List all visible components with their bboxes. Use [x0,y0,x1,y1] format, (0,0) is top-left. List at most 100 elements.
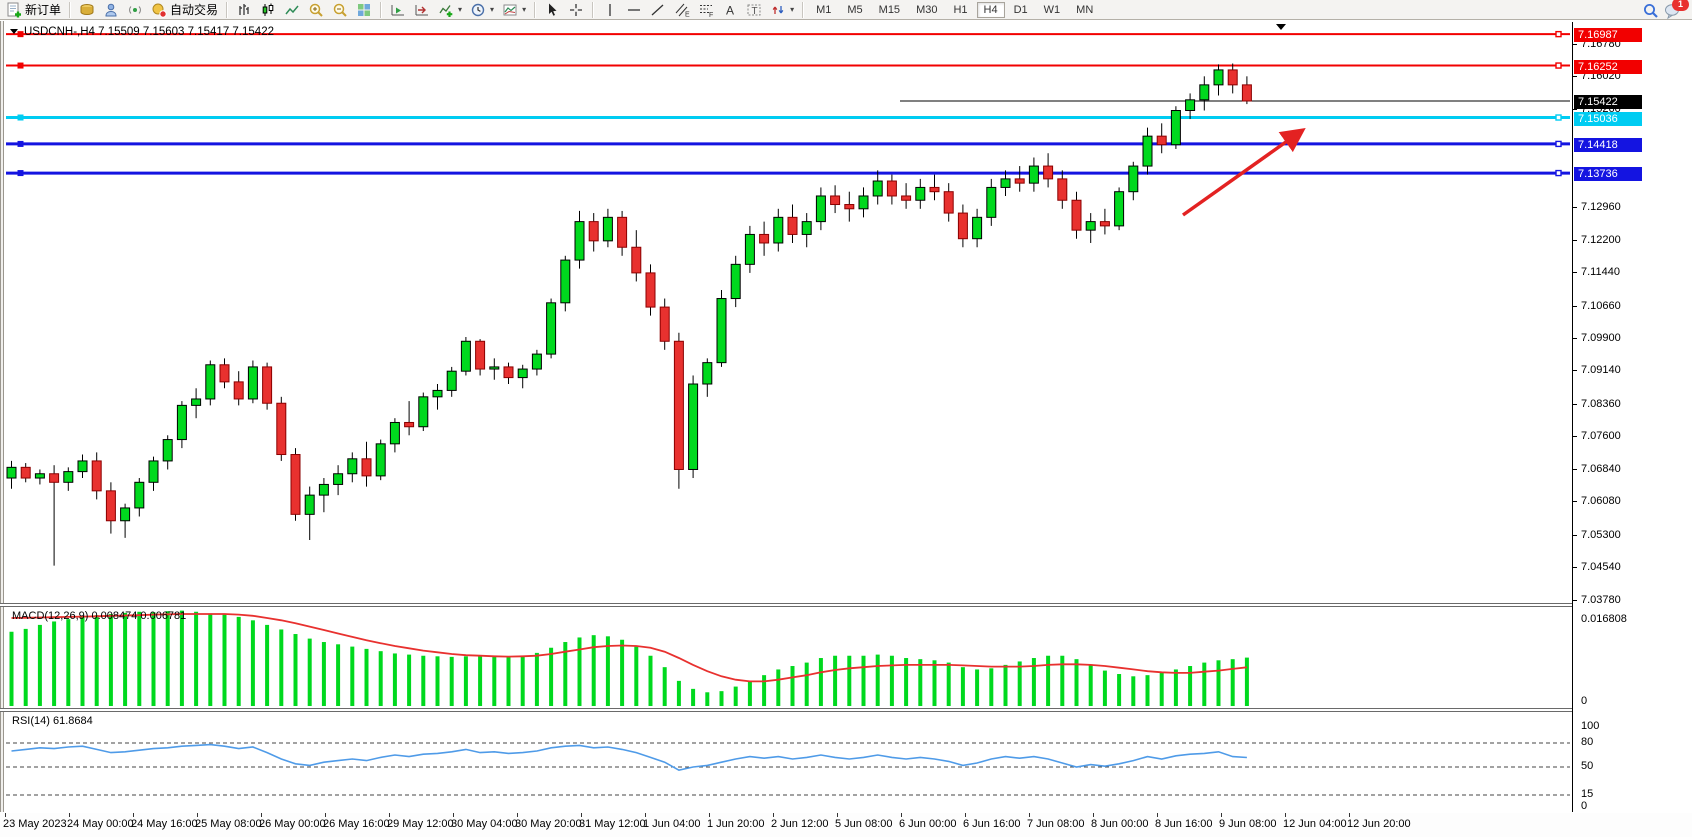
svg-text:F: F [709,12,713,18]
timeframe-M30[interactable]: M30 [916,3,938,16]
trendline-tool-button[interactable] [646,0,670,20]
line-chart-button[interactable] [280,0,304,20]
chart-shift-button[interactable] [410,0,434,20]
symbol-ohlc-label: USDCNH-,H4 7.15509 7.15603 7.15417 7.154… [24,26,274,38]
cursor-tool-button[interactable] [540,0,564,20]
candle-up [333,473,344,485]
horizontal-line-tool-button[interactable] [622,0,646,20]
hline-handle-right[interactable] [1555,62,1562,69]
candle-down [617,216,628,248]
add-indicator-button[interactable]: ▾ [434,0,466,20]
time-tick-mark [1157,813,1158,817]
macd-histogram-bar [137,611,142,706]
macd-histogram-bar [875,654,880,706]
panel-separator[interactable] [0,708,1692,712]
candle-down [844,204,855,210]
macd-histogram-bar [478,655,483,706]
svg-text:E: E [685,11,690,18]
macd-histogram-bar [1003,664,1008,706]
zoom-in-icon [308,2,324,18]
timeframe-H1[interactable]: H1 [953,3,968,16]
macd-histogram-bar [392,653,397,706]
timeframe-W1[interactable]: W1 [1043,3,1061,16]
notifications-icon[interactable]: 1 [1664,0,1689,19]
hline-handle-right[interactable] [1555,140,1562,148]
crosshair-tool-button[interactable] [564,0,588,20]
hline-handle-right[interactable] [1555,114,1562,121]
price-tag-7.16252: 7.16252 [1574,59,1642,74]
zoom-in-button[interactable] [304,0,328,20]
price-tag-7.14418: 7.14418 [1574,137,1642,152]
hline-handle-left[interactable] [17,114,24,121]
candle-up [347,458,358,475]
price-tick-mark [1573,43,1577,45]
vertical-line-tool-button[interactable] [598,0,622,20]
zoom-out-button[interactable] [328,0,352,20]
hline-handle-right[interactable] [1555,169,1562,177]
macd-histogram-bar [648,655,653,706]
data-window-button[interactable] [99,0,123,20]
price-tick-mark [1573,370,1577,372]
navigator-button[interactable] [123,0,147,20]
candle-down [20,466,31,479]
main-price-panel[interactable]: USDCNH-,H4 7.15509 7.15603 7.15417 7.154… [4,22,1572,603]
time-tick-label: 30 May 20:00 [515,818,582,830]
candlestick-chart-button[interactable] [256,0,280,20]
bar-chart-button[interactable] [232,0,256,20]
hline-handle-right[interactable] [1555,30,1562,38]
toolbar-separator [226,1,229,18]
arrows-tool-button[interactable]: ▾ [766,0,798,20]
panel-separator[interactable] [0,603,1692,607]
macd-histogram-bar [790,666,795,706]
trend-arrow-annotation[interactable] [1181,127,1306,217]
macd-histogram-bar [421,655,426,706]
one-click-trading-collapse-icon[interactable] [10,29,18,34]
search-icon[interactable] [1642,2,1658,18]
auto-scroll-button[interactable] [386,0,410,20]
time-tick-mark [1349,813,1350,817]
macd-panel[interactable]: MACD(12,26,9) 0.008474 0.006781 [4,607,1572,708]
dropdown-caret: ▾ [790,5,795,14]
dropdown-caret: ▾ [458,5,463,14]
time-tick-label: 6 Jun 16:00 [963,818,1021,830]
price-tick-label: 7.05300 [1581,528,1621,541]
macd-histogram-bar [108,614,113,706]
price-tick-mark [1573,108,1577,110]
periods-button[interactable]: ▾ [466,0,498,20]
candle-down [759,233,770,244]
tile-windows-button[interactable] [352,0,376,20]
hline-handle-left[interactable] [17,170,24,177]
candle-down [1014,178,1025,184]
toolbar-separator [380,1,383,18]
template-button[interactable]: ▾ [498,0,530,20]
rsi-panel[interactable]: RSI(14) 61.8684 [4,712,1572,812]
macd-histogram-bar [762,675,767,706]
macd-histogram-bar [549,647,554,706]
macd-histogram-bar [975,669,980,706]
chart-shift-marker[interactable] [1276,24,1286,30]
candle-down [1241,84,1252,102]
hline-handle-left[interactable] [17,62,24,69]
text-tool-button[interactable]: A [718,0,742,20]
toolbar-separator [592,1,595,18]
fibonacci-tool-button[interactable]: F [694,0,718,20]
channel-tool-button[interactable]: E [670,0,694,20]
time-tick-mark [837,813,838,817]
timeframe-H4[interactable]: H4 [976,1,1005,18]
timeframe-MN[interactable]: MN [1076,3,1094,16]
autotrading-button[interactable]: 自动交易 [147,0,222,20]
timeframe-M1[interactable]: M1 [816,3,832,16]
timeframe-M15[interactable]: M15 [878,3,901,16]
price-tick-mark [1573,272,1577,274]
new-order-button[interactable]: 新订单 [2,0,65,20]
hline-handle-left[interactable] [17,31,24,38]
hline-handle-left[interactable] [17,140,24,147]
candle-up [1199,84,1210,101]
market-watch-button[interactable] [75,0,99,20]
timeframe-M5[interactable]: M5 [847,3,863,16]
price-tick-label: 7.03780 [1581,593,1621,606]
timeframe-D1[interactable]: D1 [1013,3,1028,16]
label-tool-button[interactable]: T [742,0,766,20]
chart-shift-icon [414,2,430,18]
macd-histogram-bar [960,667,965,706]
